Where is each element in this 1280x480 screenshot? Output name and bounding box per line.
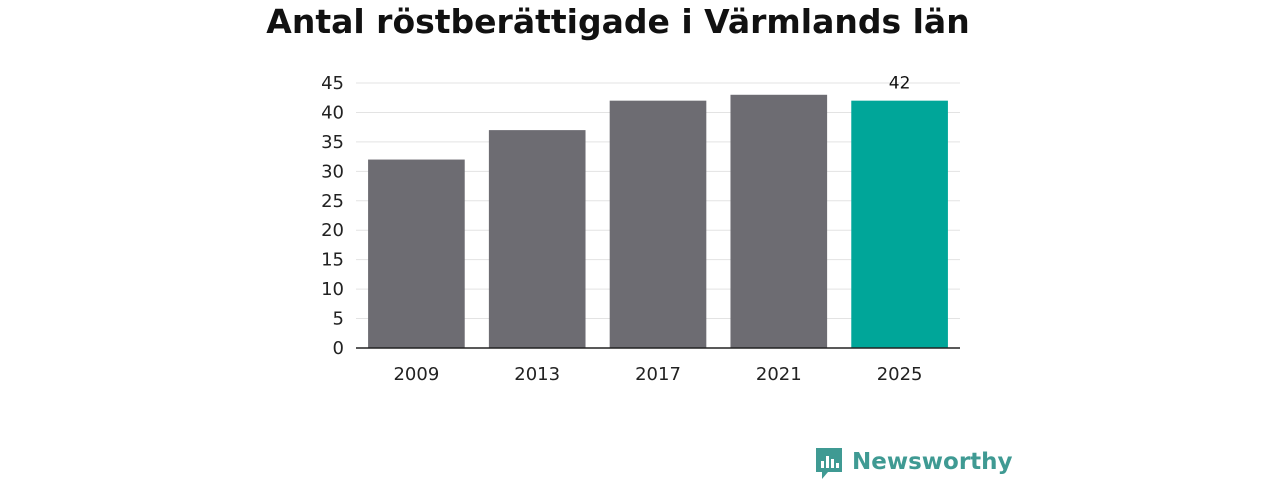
x-tick-label: 2021 bbox=[756, 364, 802, 385]
x-tick-label: 2009 bbox=[393, 364, 439, 385]
y-tick-label: 10 bbox=[321, 279, 344, 300]
bar-chart-speech-bubble-icon bbox=[816, 448, 842, 479]
y-tick-label: 5 bbox=[333, 309, 344, 330]
x-axis-ticks: 2009 2013 2017 2021 2025 bbox=[393, 364, 922, 385]
y-tick-label: 40 bbox=[321, 102, 344, 123]
bar-2025 bbox=[851, 100, 948, 349]
bars bbox=[368, 94, 948, 349]
chart-title: Antal röstberättigade i Värmlands län bbox=[266, 2, 969, 41]
bar-2017 bbox=[609, 100, 707, 349]
y-axis-ticks: 0 5 10 15 20 25 30 35 40 45 bbox=[321, 73, 344, 359]
y-tick-label: 45 bbox=[321, 73, 344, 94]
x-tick-label: 2017 bbox=[635, 364, 681, 385]
logo-text: Newsworthy bbox=[852, 449, 1013, 475]
newsworthy-logo: Newsworthy bbox=[816, 448, 1013, 479]
y-tick-label: 25 bbox=[321, 191, 344, 212]
bar-2013 bbox=[488, 130, 586, 348]
data-labels: 42 bbox=[889, 74, 911, 94]
bar-2021 bbox=[730, 94, 828, 349]
bar-2009 bbox=[368, 159, 465, 348]
y-tick-label: 35 bbox=[321, 132, 344, 153]
y-tick-label: 30 bbox=[321, 161, 344, 182]
x-tick-label: 2013 bbox=[514, 364, 560, 385]
x-tick-label: 2025 bbox=[877, 364, 923, 385]
data-label: 42 bbox=[889, 74, 911, 94]
y-tick-label: 20 bbox=[321, 220, 344, 241]
y-tick-label: 0 bbox=[333, 338, 344, 359]
y-tick-label: 15 bbox=[321, 250, 344, 271]
